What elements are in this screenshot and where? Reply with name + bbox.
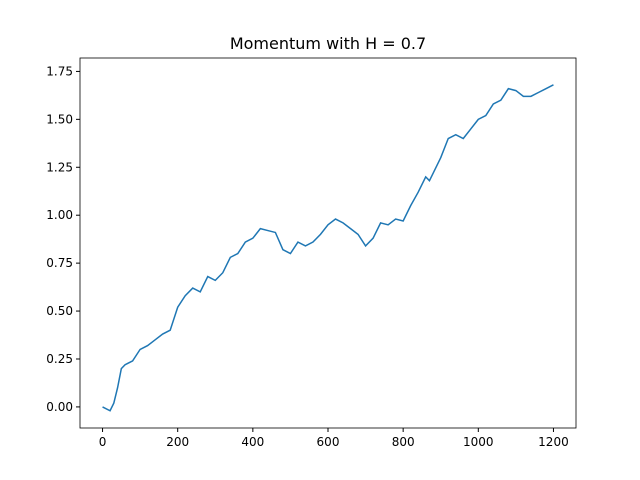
y-tick-label: 1.00	[46, 208, 73, 222]
y-tick-label: 1.50	[46, 112, 73, 126]
y-tick-label: 0.50	[46, 304, 73, 318]
y-tick-label: 1.75	[46, 64, 73, 78]
y-tick-label: 1.25	[46, 160, 73, 174]
x-tick-label: 600	[317, 435, 340, 449]
x-tick-label: 1000	[463, 435, 494, 449]
y-tick-label: 0.75	[46, 256, 73, 270]
line-series	[102, 84, 554, 412]
y-tick-label: 0.00	[46, 400, 73, 414]
x-tick-label: 400	[241, 435, 264, 449]
x-tick-label: 200	[166, 435, 189, 449]
x-tick-label: 1200	[538, 435, 569, 449]
plot-frame	[79, 57, 577, 429]
x-tick-label: 0	[99, 435, 107, 449]
chart-title: Momentum with H = 0.7	[230, 34, 426, 53]
x-tick-label: 800	[392, 435, 415, 449]
y-tick-label: 0.25	[46, 352, 73, 366]
